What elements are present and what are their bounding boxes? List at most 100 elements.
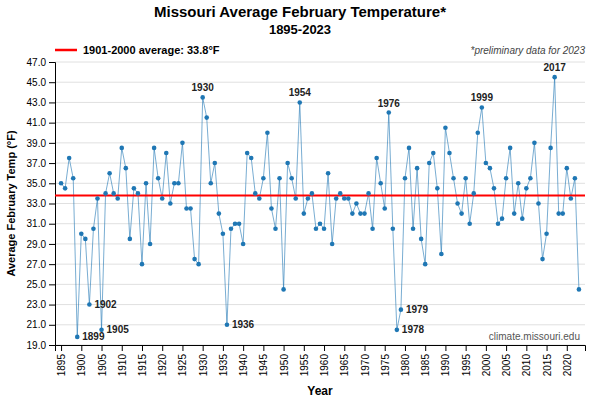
tick-mark: [506, 345, 507, 351]
tick: 1985: [420, 345, 431, 376]
tick: 2010: [521, 345, 532, 376]
tick: 2015: [542, 345, 553, 376]
data-point: [395, 328, 400, 333]
tick-mark: [49, 284, 55, 285]
tick-mark: [445, 345, 446, 351]
legend-swatch: [55, 49, 77, 52]
tick-label: 43.0: [27, 97, 47, 108]
data-point: [257, 196, 262, 201]
data-point: [148, 242, 153, 247]
data-point: [556, 211, 561, 216]
point-label: 1979: [406, 304, 429, 315]
data-point: [358, 211, 363, 216]
data-point: [484, 161, 489, 166]
data-point: [75, 335, 80, 340]
tick-label: 1910: [117, 354, 128, 377]
tick: 1930: [198, 345, 209, 376]
data-point: [140, 262, 145, 267]
data-point: [111, 191, 116, 196]
data-point: [241, 242, 246, 247]
tick: 2000: [481, 345, 492, 376]
tick-label: 1985: [420, 354, 431, 377]
data-point: [293, 196, 298, 201]
tick-mark: [466, 345, 467, 351]
data-point: [350, 211, 355, 216]
data-point: [281, 287, 286, 292]
data-point: [95, 196, 100, 201]
grid-line: [55, 122, 585, 123]
data-point: [382, 206, 387, 211]
data-point: [261, 176, 266, 181]
tick-mark: [49, 345, 55, 346]
tick-label: 35.0: [27, 178, 47, 189]
data-point: [439, 252, 444, 257]
data-point: [83, 237, 88, 242]
data-point: [407, 146, 412, 151]
data-point: [544, 232, 549, 237]
data-point: [577, 287, 582, 292]
tick: 1975: [380, 345, 391, 376]
tick-label: 1905: [97, 354, 108, 377]
data-point: [459, 211, 464, 216]
data-point: [548, 146, 553, 151]
tick-label: 31.0: [27, 218, 47, 229]
data-point: [573, 176, 578, 181]
data-point: [504, 176, 509, 181]
data-point: [467, 221, 472, 226]
tick: 1955: [299, 345, 310, 376]
tick-label: 1935: [218, 354, 229, 377]
chart: Missouri Average February Temperature*18…: [0, 0, 600, 400]
data-point: [297, 100, 302, 105]
tick: 39.0: [27, 138, 55, 149]
data-point: [237, 221, 242, 226]
tick-label: 47.0: [27, 57, 47, 68]
data-point: [528, 176, 533, 181]
tick-label: 1995: [461, 354, 472, 377]
data-point: [196, 262, 201, 267]
data-point: [160, 196, 165, 201]
data-point: [391, 226, 396, 231]
tick: 1950: [279, 345, 290, 376]
data-point: [552, 75, 557, 80]
tick-label: 1990: [440, 354, 451, 377]
data-point: [475, 130, 480, 135]
data-point: [176, 181, 181, 186]
data-point: [520, 216, 525, 221]
data-point: [362, 211, 367, 216]
tick: 41.0: [27, 117, 55, 128]
data-point: [480, 105, 485, 110]
tick: 1960: [319, 345, 330, 376]
tick: 1895: [56, 345, 67, 376]
tick: 23.0: [27, 299, 55, 310]
data-point: [156, 176, 161, 181]
grid-line: [55, 203, 585, 204]
tick-label: 41.0: [27, 117, 47, 128]
data-point: [213, 161, 218, 166]
tick: 1965: [339, 345, 350, 376]
subtitle: 1895-2023: [269, 22, 331, 37]
data-point: [168, 201, 173, 206]
data-point: [524, 186, 529, 191]
source-note: climate.missouri.edu: [489, 331, 580, 342]
tick-label: 23.0: [27, 299, 47, 310]
data-point: [374, 156, 379, 161]
data-point: [59, 181, 64, 186]
tick: 1910: [117, 345, 128, 376]
tick-mark: [49, 183, 55, 184]
tick-label: 1960: [319, 354, 330, 377]
tick: 31.0: [27, 218, 55, 229]
grid-line: [55, 264, 585, 265]
data-point: [492, 186, 497, 191]
data-point: [217, 211, 222, 216]
tick-mark: [162, 345, 163, 351]
tick-mark: [425, 345, 426, 351]
tick-label: 33.0: [27, 198, 47, 209]
data-point: [144, 181, 149, 186]
tick-label: 37.0: [27, 158, 47, 169]
data-point: [253, 191, 258, 196]
data-point: [285, 161, 290, 166]
tick-mark: [49, 325, 55, 326]
data-point: [560, 211, 565, 216]
tick: 1915: [137, 345, 148, 376]
tick-label: 1920: [157, 354, 168, 377]
